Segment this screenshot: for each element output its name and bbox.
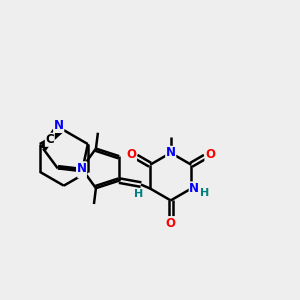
Text: O: O	[205, 148, 215, 161]
Text: N: N	[54, 119, 64, 132]
Text: H: H	[134, 190, 144, 200]
Text: O: O	[166, 217, 176, 230]
Text: N: N	[189, 182, 199, 195]
Text: C: C	[45, 133, 54, 146]
Text: S: S	[78, 165, 86, 178]
Text: N: N	[76, 162, 86, 175]
Text: O: O	[126, 148, 136, 161]
Text: N: N	[166, 146, 176, 159]
Text: H: H	[200, 188, 209, 199]
